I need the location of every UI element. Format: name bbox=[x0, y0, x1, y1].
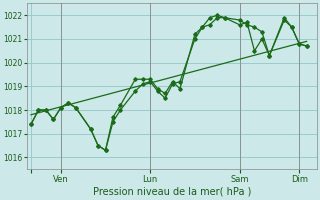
X-axis label: Pression niveau de la mer( hPa ): Pression niveau de la mer( hPa ) bbox=[92, 187, 251, 197]
